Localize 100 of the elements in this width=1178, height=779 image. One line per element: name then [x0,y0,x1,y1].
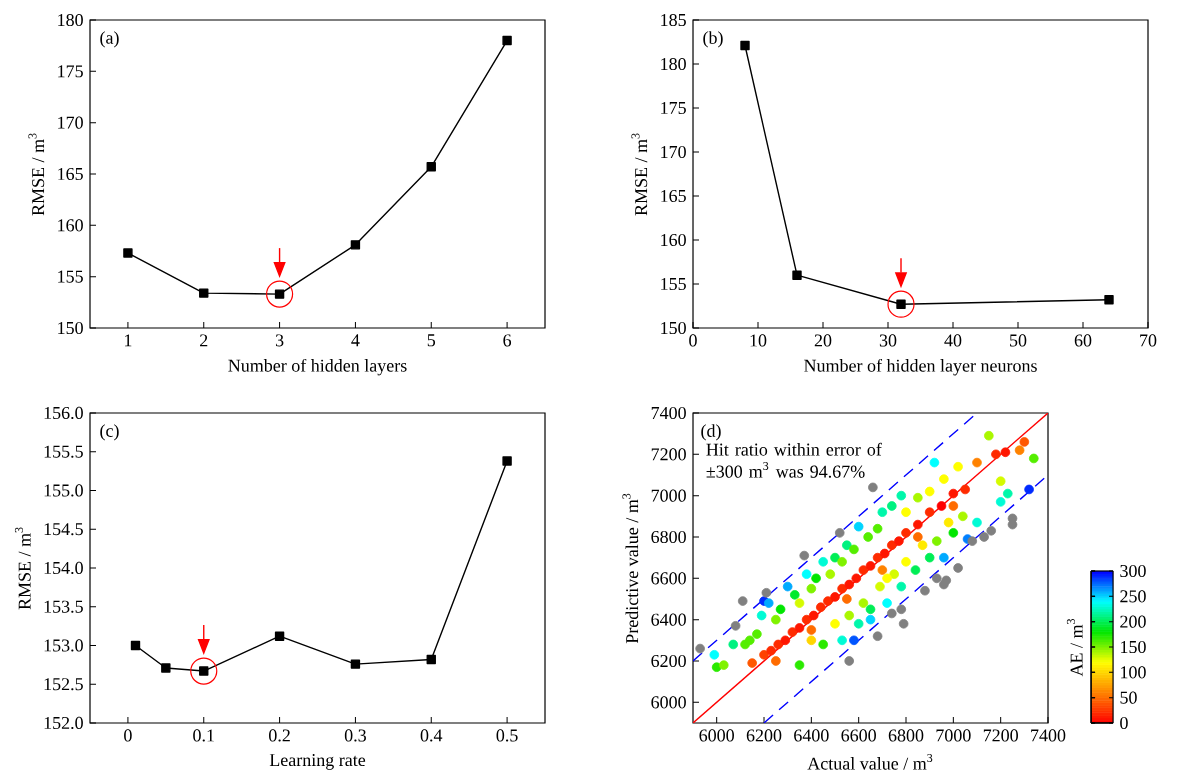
point [979,532,989,542]
y-tick-label: 155.0 [44,484,83,497]
x-axis-title: Number of hidden layers [228,358,407,376]
point [931,573,942,584]
y-axis-title: Predictive value / m$^{3}$ [622,493,639,644]
y-tick-label: 150 [661,321,686,335]
annotation: (a) [100,31,119,48]
x-tick-label: 6600 [841,729,876,742]
y-axis-title: RMSE / m$^{3}$ [14,527,31,610]
y-tick-label: 165 [661,189,686,203]
point [799,550,810,561]
x-axis-title: Learning rate [269,754,366,770]
annotation: (b) [703,31,723,48]
y-tick-label: 6800 [651,530,686,544]
y-tick-label: 155.5 [44,445,83,458]
y-tick-label: 160 [661,233,686,247]
color-bar-label: 200 [1120,615,1146,628]
point [130,640,141,651]
y-tick-label: 160 [58,219,83,232]
x-tick-label: 7200 [983,729,1018,742]
y-axis-title: RMSE / m$^{3}$ [28,133,45,216]
y-tick-label: 155 [661,277,686,291]
point [350,240,361,250]
y-tick-label: 152.0 [44,716,83,730]
y-tick-label: 165 [58,167,83,181]
y-tick-label: 175 [661,101,686,115]
point [967,536,978,546]
annotation: (d) [701,424,721,441]
point [920,585,930,596]
x-tick-label: 0 [689,334,697,347]
point [898,618,909,629]
point [1104,295,1114,305]
color-bar-label: 300 [1120,564,1146,578]
x-tick-label: 0 [124,729,132,742]
y-tick-label: 185 [661,13,686,27]
x-tick-label: 5 [427,334,436,347]
y-tick-label: 154.5 [44,523,83,536]
color-bar-label: 250 [1120,590,1146,603]
y-tick-label: 175 [58,65,83,78]
annotation: Hit ratio within error of ±300 m$^{3}$ was 94.67% [706,442,882,478]
x-tick-label: 7400 [1031,729,1066,742]
point [868,482,878,493]
x-tick-label: 70 [1140,334,1157,347]
x-tick-label: 6 [503,334,512,347]
y-tick-label: 7200 [651,448,686,461]
y-tick-label: 153.0 [44,639,83,652]
point [426,162,436,172]
annotation: (c) [100,424,119,441]
x-tick-label: 2 [200,334,208,347]
y-tick-label: 7000 [651,489,686,502]
point [199,288,209,298]
x-tick-label: 0.5 [496,729,518,742]
y-tick-label: 7400 [651,406,686,420]
x-tick-label: 4 [351,334,360,347]
y-tick-label: 6400 [651,613,686,626]
color-bar-label: 0 [1120,716,1128,730]
point [792,270,802,280]
x-tick-label: 7000 [936,729,971,742]
point [502,35,512,46]
y-tick-label: 180 [661,57,686,71]
y-tick-label: 6600 [651,572,686,585]
y-tick-label: 170 [661,145,686,159]
x-tick-label: 6400 [794,729,829,742]
point [872,631,883,641]
color-bar-label: 50 [1120,691,1137,704]
x-tick-label: 0.2 [269,729,290,742]
point [161,663,171,673]
x-tick-label: 30 [879,334,897,347]
y-tick-label: 154.0 [44,561,83,575]
x-tick-label: 0.3 [344,729,366,742]
y-tick-label: 150 [58,321,83,335]
point [986,525,997,536]
y-tick-label: 180 [58,13,83,27]
y-tick-label: 152.5 [44,678,83,691]
y-tick-label: 170 [58,116,83,129]
x-tick-label: 10 [750,334,767,347]
x-tick-label: 20 [814,334,832,347]
point [844,656,855,666]
x-tick-label: 1 [124,334,132,347]
x-tick-label: 3 [275,334,284,347]
x-tick-label: 0.4 [420,729,443,742]
y-tick-label: 153.5 [44,600,83,613]
color-bar-label: 150 [1121,640,1146,654]
point [737,596,748,606]
color-bar-title: AE / m$^{3}$ [1066,618,1083,677]
point [941,575,952,586]
point [953,563,963,573]
point [695,643,705,654]
point [896,604,907,615]
x-tick-label: 6000 [699,729,734,742]
color-bar-label: 100 [1121,666,1146,679]
x-tick-label: 6200 [746,729,782,742]
point [761,587,772,598]
x-tick-label: 60 [1074,334,1092,347]
x-tick-label: 0.1 [193,729,214,742]
y-axis-title: RMSE / m$^{3}$ [631,133,648,216]
x-axis-title: Number of hidden layer neurons [804,358,1037,376]
y-tick-label: 156.0 [44,406,83,420]
y-tick-label: 155 [58,270,83,283]
point [123,248,133,258]
